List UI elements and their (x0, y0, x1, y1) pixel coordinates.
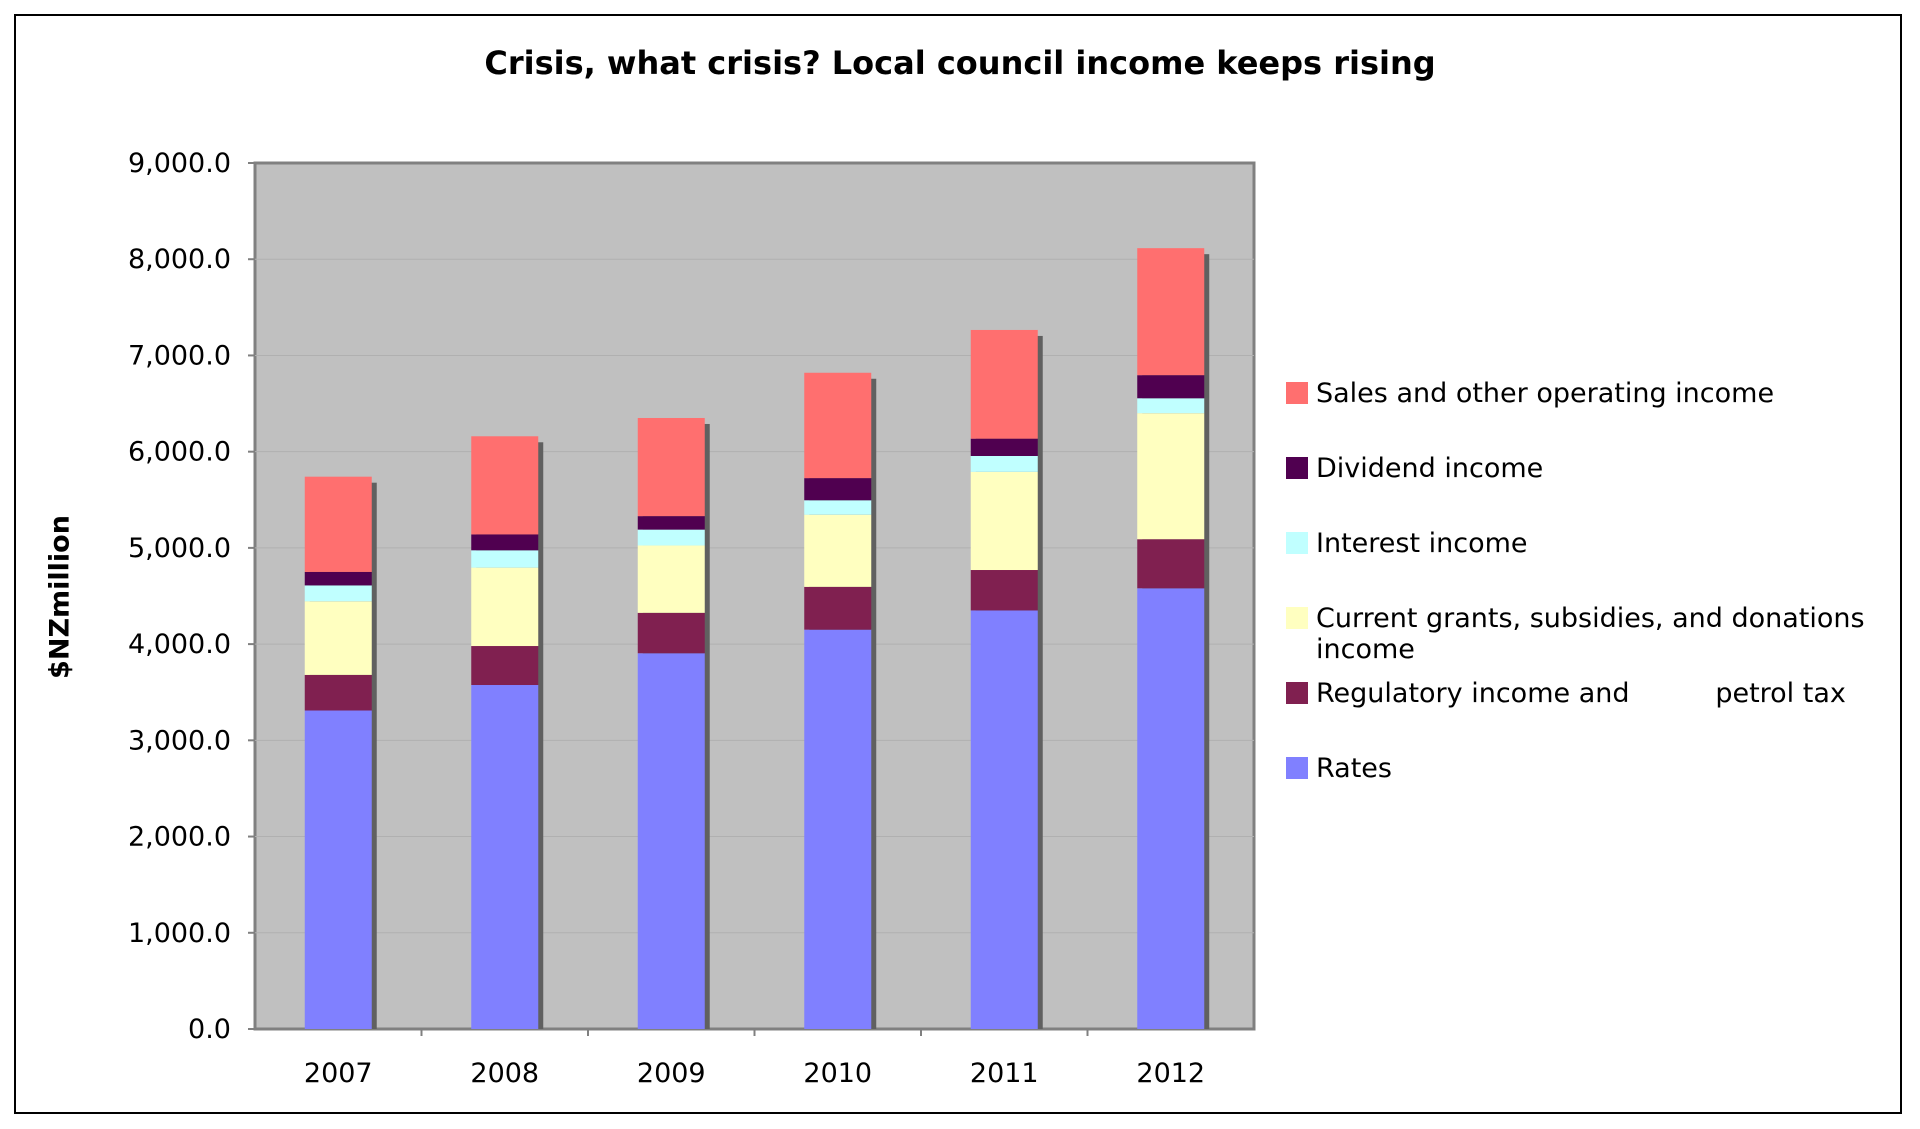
bar-segment-2011-series-2 (970, 471, 1038, 571)
bar-segment-2009-series-0 (637, 653, 705, 1029)
bar-segment-2007-series-0 (304, 710, 372, 1029)
bar-segment-2012-series-5 (1137, 248, 1205, 376)
y-tick-label: 5,000.0 (128, 533, 231, 564)
legend-item: Regulatory income and petrol tax (1286, 678, 1846, 709)
legend-swatch (1286, 607, 1308, 629)
bar-segment-2007-series-1 (304, 674, 372, 711)
plot-area (253, 161, 1256, 1031)
y-tick-label: 6,000.0 (128, 437, 231, 468)
bar-segment-2009-series-1 (637, 612, 705, 654)
x-tick-label: 2012 (1136, 1058, 1205, 1089)
x-tick-label: 2008 (470, 1058, 539, 1089)
y-tick-label: 8,000.0 (128, 244, 231, 275)
legend-label: Sales and other operating income (1316, 378, 1775, 409)
legend-item: Sales and other operating income (1286, 378, 1774, 409)
legend-label: Dividend income (1316, 453, 1544, 484)
chart-title: Crisis, what crisis? Local council incom… (484, 44, 1436, 82)
bar-segment-2011-series-5 (970, 329, 1038, 439)
bar-segment-2008-series-4 (471, 534, 539, 551)
y-tick-label: 3,000.0 (128, 725, 231, 756)
y-tick-label: 1,000.0 (128, 918, 231, 949)
bar-segment-2010-series-4 (804, 478, 872, 501)
bar-segment-2011-series-1 (970, 570, 1038, 611)
bar-segment-2010-series-1 (804, 586, 872, 630)
legend-swatch (1286, 682, 1308, 704)
bar-segment-2008-series-1 (471, 646, 539, 686)
legend-swatch (1286, 382, 1308, 404)
x-tick-label: 2007 (304, 1058, 373, 1089)
bar-segment-2010-series-2 (804, 514, 872, 587)
legend-label: Rates (1316, 753, 1392, 784)
legend-swatch (1286, 757, 1308, 779)
y-tick-label: 7,000.0 (128, 340, 231, 371)
bar-segment-2009-series-2 (637, 545, 705, 613)
bar-segment-2012-series-2 (1137, 413, 1205, 540)
bar-segment-2012-series-4 (1137, 375, 1205, 399)
legend-label: Interest income (1316, 528, 1528, 559)
bar-segment-2008-series-2 (471, 567, 539, 647)
legend-label: Regulatory income and petrol tax (1316, 678, 1846, 709)
bar-segment-2008-series-5 (471, 436, 539, 535)
bar-segment-2012-series-0 (1137, 588, 1205, 1029)
bar-segment-2012-series-1 (1137, 539, 1205, 589)
bar-segment-2009-series-5 (637, 417, 705, 517)
x-tick-label: 2010 (803, 1058, 872, 1089)
bar-segment-2008-series-3 (471, 550, 539, 568)
bar-segment-2011-series-4 (970, 438, 1038, 456)
y-tick-label: 9,000.0 (128, 148, 231, 179)
bar-segment-2010-series-5 (804, 372, 872, 479)
bar-segment-2011-series-3 (970, 455, 1038, 472)
legend-swatch (1286, 457, 1308, 479)
legend-swatch (1286, 532, 1308, 554)
bar-segment-2009-series-4 (637, 516, 705, 530)
bar-segment-2009-series-3 (637, 529, 705, 546)
bar-segment-2007-series-2 (304, 601, 372, 675)
bar-segment-2012-series-3 (1137, 398, 1205, 414)
legend-item: Interest income (1286, 528, 1528, 559)
x-tick-label: 2011 (970, 1058, 1039, 1089)
bar-segment-2010-series-3 (804, 500, 872, 515)
legend-item: Dividend income (1286, 453, 1543, 484)
x-tick-label: 2009 (637, 1058, 706, 1089)
y-tick-label: 4,000.0 (128, 629, 231, 660)
bar-segment-2008-series-0 (471, 685, 539, 1029)
legend-label: Current grants, subsidies, and donations… (1316, 603, 1874, 665)
bar-segment-2007-series-5 (304, 476, 372, 572)
bar-segment-2011-series-0 (970, 610, 1038, 1029)
legend-item: Rates (1286, 753, 1392, 784)
y-tick-label: 2,000.0 (128, 822, 231, 853)
legend-item: Current grants, subsidies, and donations… (1286, 603, 1906, 665)
bar-segment-2010-series-0 (804, 629, 872, 1029)
y-tick-label: 0.0 (188, 1014, 231, 1045)
chart-frame (14, 14, 1902, 1114)
bar-segment-2007-series-3 (304, 585, 372, 602)
bar-segment-2007-series-4 (304, 571, 372, 586)
